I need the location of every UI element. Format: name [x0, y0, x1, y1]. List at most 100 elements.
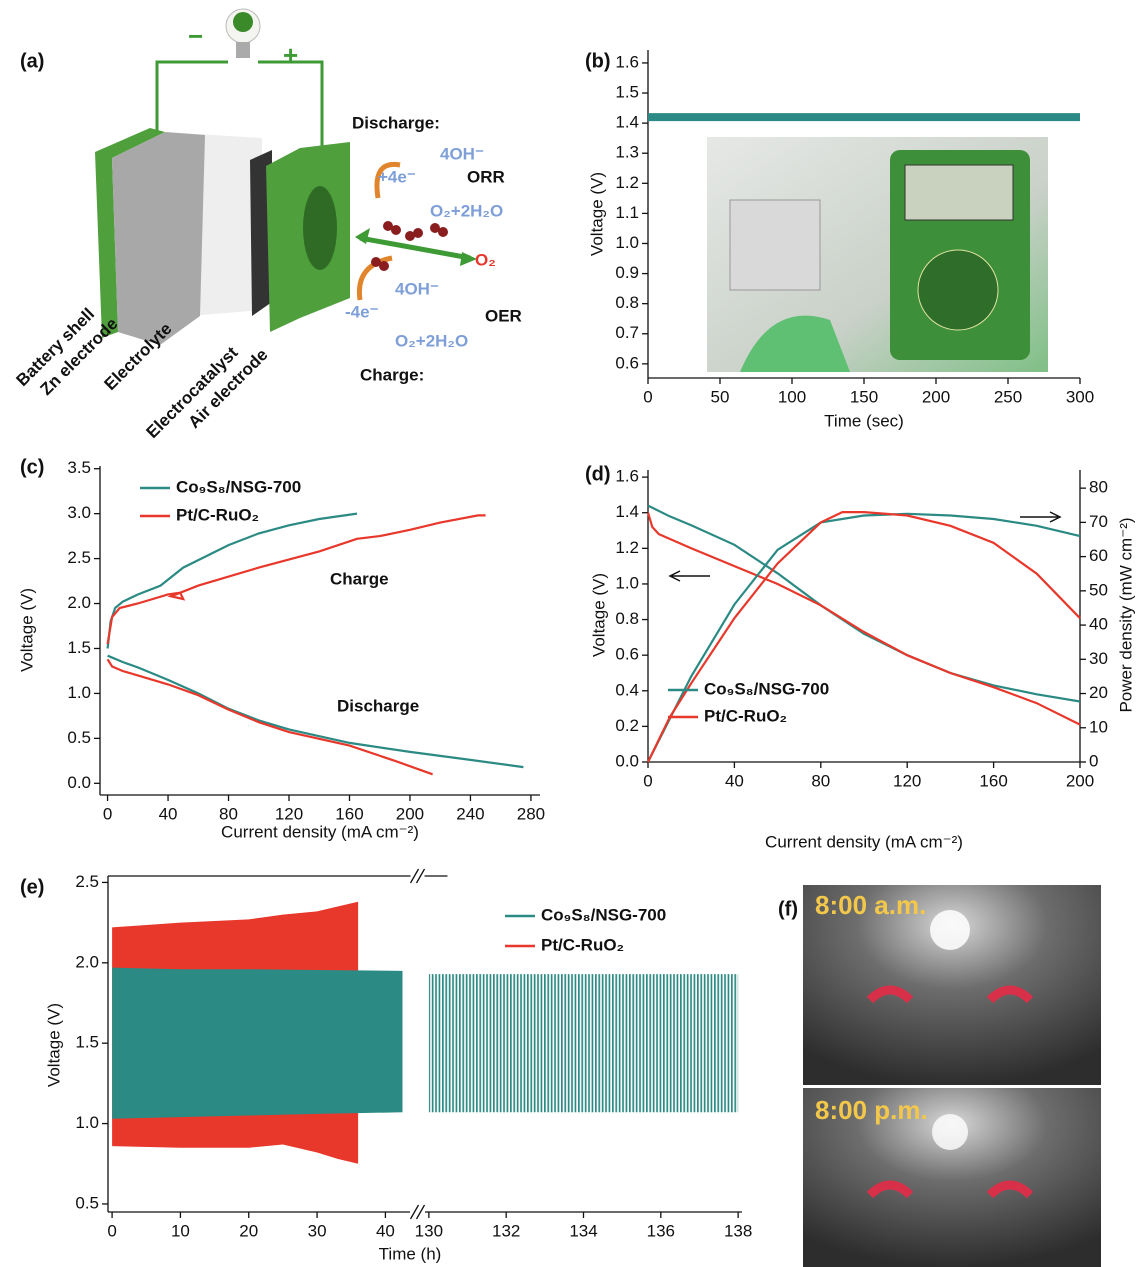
y2-tick-label: 0 [1089, 751, 1098, 770]
data-line [108, 515, 486, 774]
axis-arrow [670, 571, 710, 581]
battery-diagram: (a) − + Discharge: 4OH⁻ +4e⁻ ORR O₂+2H₂O… [13, 9, 522, 442]
panel-label: (a) [20, 50, 44, 72]
plus-sign: + [283, 40, 298, 70]
y-tick-label: 1.0 [67, 683, 91, 702]
y-tick-label: 1.4 [615, 113, 639, 132]
photo-caption: 8:00 a.m. [815, 890, 926, 920]
discharge-title: Discharge: [352, 113, 440, 132]
y-tick-label: 1.5 [67, 638, 91, 657]
axis-arrow [1020, 512, 1060, 522]
x-tick-label: 200 [922, 387, 950, 406]
y2-axis-label: Power density (mW cm⁻²) [1116, 517, 1135, 712]
orr-electrons: +4e⁻ [378, 167, 416, 186]
x-tick-label: 0 [643, 387, 652, 406]
x-tick-label: 80 [219, 804, 238, 823]
y-tick-label: 1.0 [615, 233, 639, 252]
oer-electrons: -4e⁻ [345, 302, 379, 321]
y-axis-label: Voltage (V) [17, 588, 36, 672]
y-tick-label: 1.3 [615, 143, 639, 162]
legend-label: Co₉S₈/NSG-700 [541, 905, 666, 924]
x-tick-label: 280 [517, 804, 545, 823]
y2-tick-label: 30 [1089, 649, 1108, 668]
air-hole [303, 186, 337, 270]
y-tick-label: 1.5 [615, 83, 639, 102]
y-tick-label: 0.2 [615, 716, 639, 735]
panel-label: (e) [20, 876, 44, 898]
annotation: Charge [330, 569, 389, 588]
y2-tick-label: 60 [1089, 546, 1108, 565]
legend-label: Pt/C-RuO₂ [176, 505, 259, 524]
x-tick-label: 50 [711, 387, 730, 406]
battery-cell [730, 200, 820, 290]
x-tick-label: 138 [724, 1221, 752, 1240]
x-tick-label: 100 [778, 387, 806, 406]
y-tick-label: 1.0 [75, 1113, 99, 1132]
x-axis-label: Current density (mA cm⁻²) [765, 832, 963, 851]
voltage-band [429, 974, 738, 1112]
meter-display [905, 165, 1013, 220]
x-tick-label: 200 [1066, 771, 1094, 790]
oer-product: O₂+2H₂O [395, 331, 468, 350]
x-tick-label: 20 [239, 1221, 258, 1240]
y2-tick-label: 50 [1089, 580, 1108, 599]
y-tick-label: 0.6 [615, 353, 639, 372]
led-photos: (f) 8:00 a.m. 8:00 p.m. [778, 885, 1101, 1267]
orr-product: O₂+2H₂O [430, 201, 503, 220]
x-tick-label: 0 [103, 804, 112, 823]
y-tick-label: 1.2 [615, 538, 639, 557]
zn-electrode [112, 132, 205, 345]
y-axis-label: Voltage (V) [589, 573, 608, 657]
voltage-band [112, 968, 402, 1119]
data-line [648, 506, 1080, 702]
x-tick-label: 132 [492, 1221, 520, 1240]
y-tick-label: 0.7 [615, 323, 639, 342]
x-tick-label: 40 [725, 771, 744, 790]
y2-tick-label: 80 [1089, 478, 1108, 497]
y-tick-label: 2.5 [75, 872, 99, 891]
orr-reactant: 4OH⁻ [440, 144, 484, 163]
y-tick-label: 3.5 [67, 458, 91, 477]
led-glow [930, 910, 970, 950]
y-tick-label: 0.4 [615, 680, 639, 699]
legend-label: Pt/C-RuO₂ [541, 935, 624, 954]
x-tick-label: 300 [1066, 387, 1094, 406]
x-axis-label: Current density (mA cm⁻²) [221, 822, 419, 841]
y2-tick-label: 40 [1089, 615, 1108, 634]
x-tick-label: 160 [335, 804, 363, 823]
y-tick-label: 0.9 [615, 263, 639, 282]
x-tick-label: 134 [569, 1221, 597, 1240]
y-tick-label: 2.0 [67, 593, 91, 612]
photo-caption: 8:00 p.m. [815, 1095, 928, 1125]
oer-label: OER [485, 306, 522, 325]
y-tick-label: 1.0 [615, 573, 639, 592]
y-tick-label: 0.8 [615, 609, 639, 628]
y-tick-label: 1.5 [75, 1033, 99, 1052]
y2-tick-label: 10 [1089, 717, 1108, 736]
multimeter-photo [707, 137, 1048, 372]
x-tick-label: 40 [159, 804, 178, 823]
x-axis-label: Time (h) [379, 1244, 442, 1263]
minus-sign: − [188, 21, 203, 51]
y-tick-label: 0.0 [67, 773, 91, 792]
x-tick-label: 160 [979, 771, 1007, 790]
orr-label: ORR [467, 167, 505, 186]
panel-label: (f) [778, 898, 798, 920]
y-tick-label: 1.1 [615, 203, 639, 222]
led-glow [932, 1114, 968, 1150]
x-tick-label: 0 [643, 771, 652, 790]
x-axis-label: Time (sec) [824, 411, 904, 430]
y-tick-label: 0.6 [615, 645, 639, 664]
oer-reactant: 4OH⁻ [395, 279, 439, 298]
y-tick-label: 0.0 [615, 751, 639, 770]
y-axis-label: Voltage (V) [44, 1003, 63, 1087]
bulb-tree [233, 12, 253, 32]
annotation: Discharge [337, 696, 419, 715]
y-tick-label: 2.0 [75, 952, 99, 971]
legend-label: Co₉S₈/NSG-700 [704, 679, 829, 698]
x-tick-label: 10 [171, 1221, 190, 1240]
panel-label: (d) [585, 463, 611, 485]
y-tick-label: 0.5 [75, 1193, 99, 1212]
x-tick-label: 80 [811, 771, 830, 790]
